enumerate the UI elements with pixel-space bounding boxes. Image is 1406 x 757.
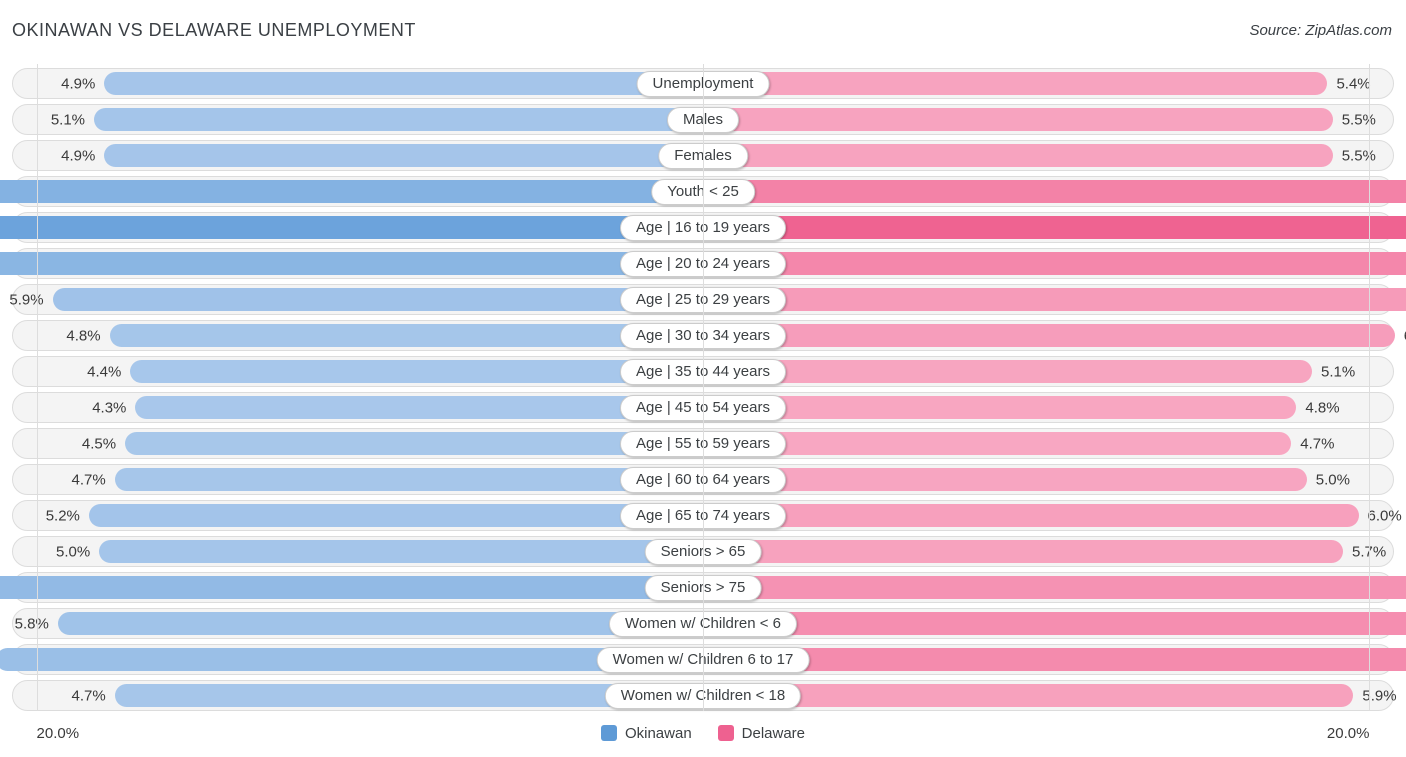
okinawan-value-label: 4.5%: [81, 435, 117, 452]
legend-item-okinawan: Okinawan: [600, 724, 692, 742]
page-title: OKINAWAN VS DELAWARE UNEMPLOYMENT: [12, 20, 416, 40]
delaware-value-label: 5.4%: [1336, 75, 1371, 92]
delaware-value-label: 5.5%: [1341, 147, 1376, 164]
okinawan-bar: 4.3%: [92, 396, 703, 419]
okinawan-value-label: 5.0%: [56, 543, 91, 560]
legend-item-delaware: Delaware: [717, 724, 806, 742]
delaware-bar: 5.9%: [703, 684, 1397, 707]
delaware-value-label: 5.9%: [1362, 687, 1397, 704]
delaware-value-label: 4.7%: [1300, 435, 1335, 452]
okinawan-value-label: 5.8%: [14, 615, 49, 632]
delaware-bar: 9.8%: [703, 612, 1406, 635]
right-axis-max-label: 20.0%: [1326, 724, 1370, 742]
okinawan-bar: 4.7%: [72, 684, 703, 707]
okinawan-bar: 7.0%: [0, 648, 703, 671]
okinawan-value-label: 4.9%: [61, 147, 96, 164]
okinawan-value-label: 5.2%: [45, 507, 80, 524]
center-gridline: [703, 64, 704, 711]
delaware-value-label: 6.7%: [1404, 327, 1406, 344]
okinawan-bar: 5.9%: [9, 288, 703, 311]
delaware-value-label: 5.0%: [1315, 471, 1350, 488]
okinawan-bar: 4.9%: [61, 144, 703, 167]
source-credit: Source: ZipAtlas.com: [1249, 22, 1392, 39]
delaware-bar: 5.4%: [703, 72, 1371, 95]
delaware-swatch-icon: [717, 725, 734, 741]
okinawan-value-label: 4.3%: [92, 399, 127, 416]
okinawan-bar: 16.6%: [0, 216, 703, 239]
delaware-value-label: 6.0%: [1367, 507, 1402, 524]
right-axis-gridline: [1369, 64, 1371, 711]
category-label: Women w/ Children 6 to 17: [596, 646, 810, 673]
okinawan-value-label: 4.7%: [71, 687, 106, 704]
delaware-bar: 6.7%: [703, 324, 1406, 347]
chart-header: OKINAWAN VS DELAWARE UNEMPLOYMENT Source…: [0, 0, 1406, 64]
delaware-bar: 10.5%: [703, 648, 1406, 671]
delaware-bar: 7.2%: [703, 288, 1406, 311]
left-axis-gridline: [36, 64, 38, 711]
okinawan-bar: 5.1%: [51, 108, 703, 131]
delaware-bar: 5.5%: [703, 144, 1376, 167]
okinawan-bar: 5.8%: [15, 612, 703, 635]
okinawan-bar: 4.5%: [82, 432, 703, 455]
okinawan-bar: 8.8%: [0, 576, 703, 599]
delaware-bar: 9.0%: [703, 576, 1406, 599]
delaware-bar: 12.3%: [703, 180, 1406, 203]
delaware-value-label: 5.5%: [1341, 111, 1376, 128]
delaware-bar: 11.3%: [703, 252, 1406, 275]
okinawan-value-label: 4.7%: [71, 471, 106, 488]
okinawan-bar: 4.4%: [87, 360, 703, 383]
delaware-value-label: 4.8%: [1305, 399, 1340, 416]
delaware-bar: 4.7%: [703, 432, 1334, 455]
delaware-bar: 18.7%: [703, 216, 1406, 239]
delaware-bar: 5.1%: [703, 360, 1355, 383]
delaware-bar: 5.5%: [703, 108, 1376, 131]
delaware-bar: 5.0%: [703, 468, 1350, 491]
delaware-value-label: 5.7%: [1352, 543, 1386, 560]
okinawan-value-label: 4.8%: [66, 327, 101, 344]
okinawan-bar: 4.8%: [66, 324, 703, 347]
legend: Okinawan Delaware: [600, 724, 806, 742]
delaware-bar: 4.8%: [703, 396, 1340, 419]
delaware-bar: 6.0%: [703, 504, 1402, 527]
delaware-value-label: 5.1%: [1320, 363, 1356, 380]
okinawan-swatch-icon: [600, 725, 617, 741]
okinawan-bar: 5.2%: [46, 504, 703, 527]
okinawan-bar: 11.6%: [0, 180, 703, 203]
bar-chart: 4.9% 5.4% Unemployment 5.1% 5.5% Males 4…: [0, 64, 1406, 711]
okinawan-value-label: 5.9%: [9, 291, 44, 308]
okinawan-value-label: 4.9%: [61, 75, 96, 92]
legend-label-delaware: Delaware: [741, 724, 806, 742]
okinawan-bar: 4.7%: [72, 468, 703, 491]
legend-label-okinawan: Okinawan: [624, 724, 692, 742]
left-axis-max-label: 20.0%: [36, 724, 80, 742]
okinawan-bar: 4.9%: [61, 72, 703, 95]
okinawan-value-label: 4.4%: [87, 363, 122, 380]
okinawan-bar: 10.3%: [0, 252, 703, 275]
okinawan-bar: 5.0%: [56, 540, 703, 563]
delaware-bar: 5.7%: [703, 540, 1386, 563]
okinawan-value-label: 5.1%: [50, 111, 86, 128]
chart-footer: 20.0% Okinawan Delaware 20.0%: [0, 717, 1406, 757]
